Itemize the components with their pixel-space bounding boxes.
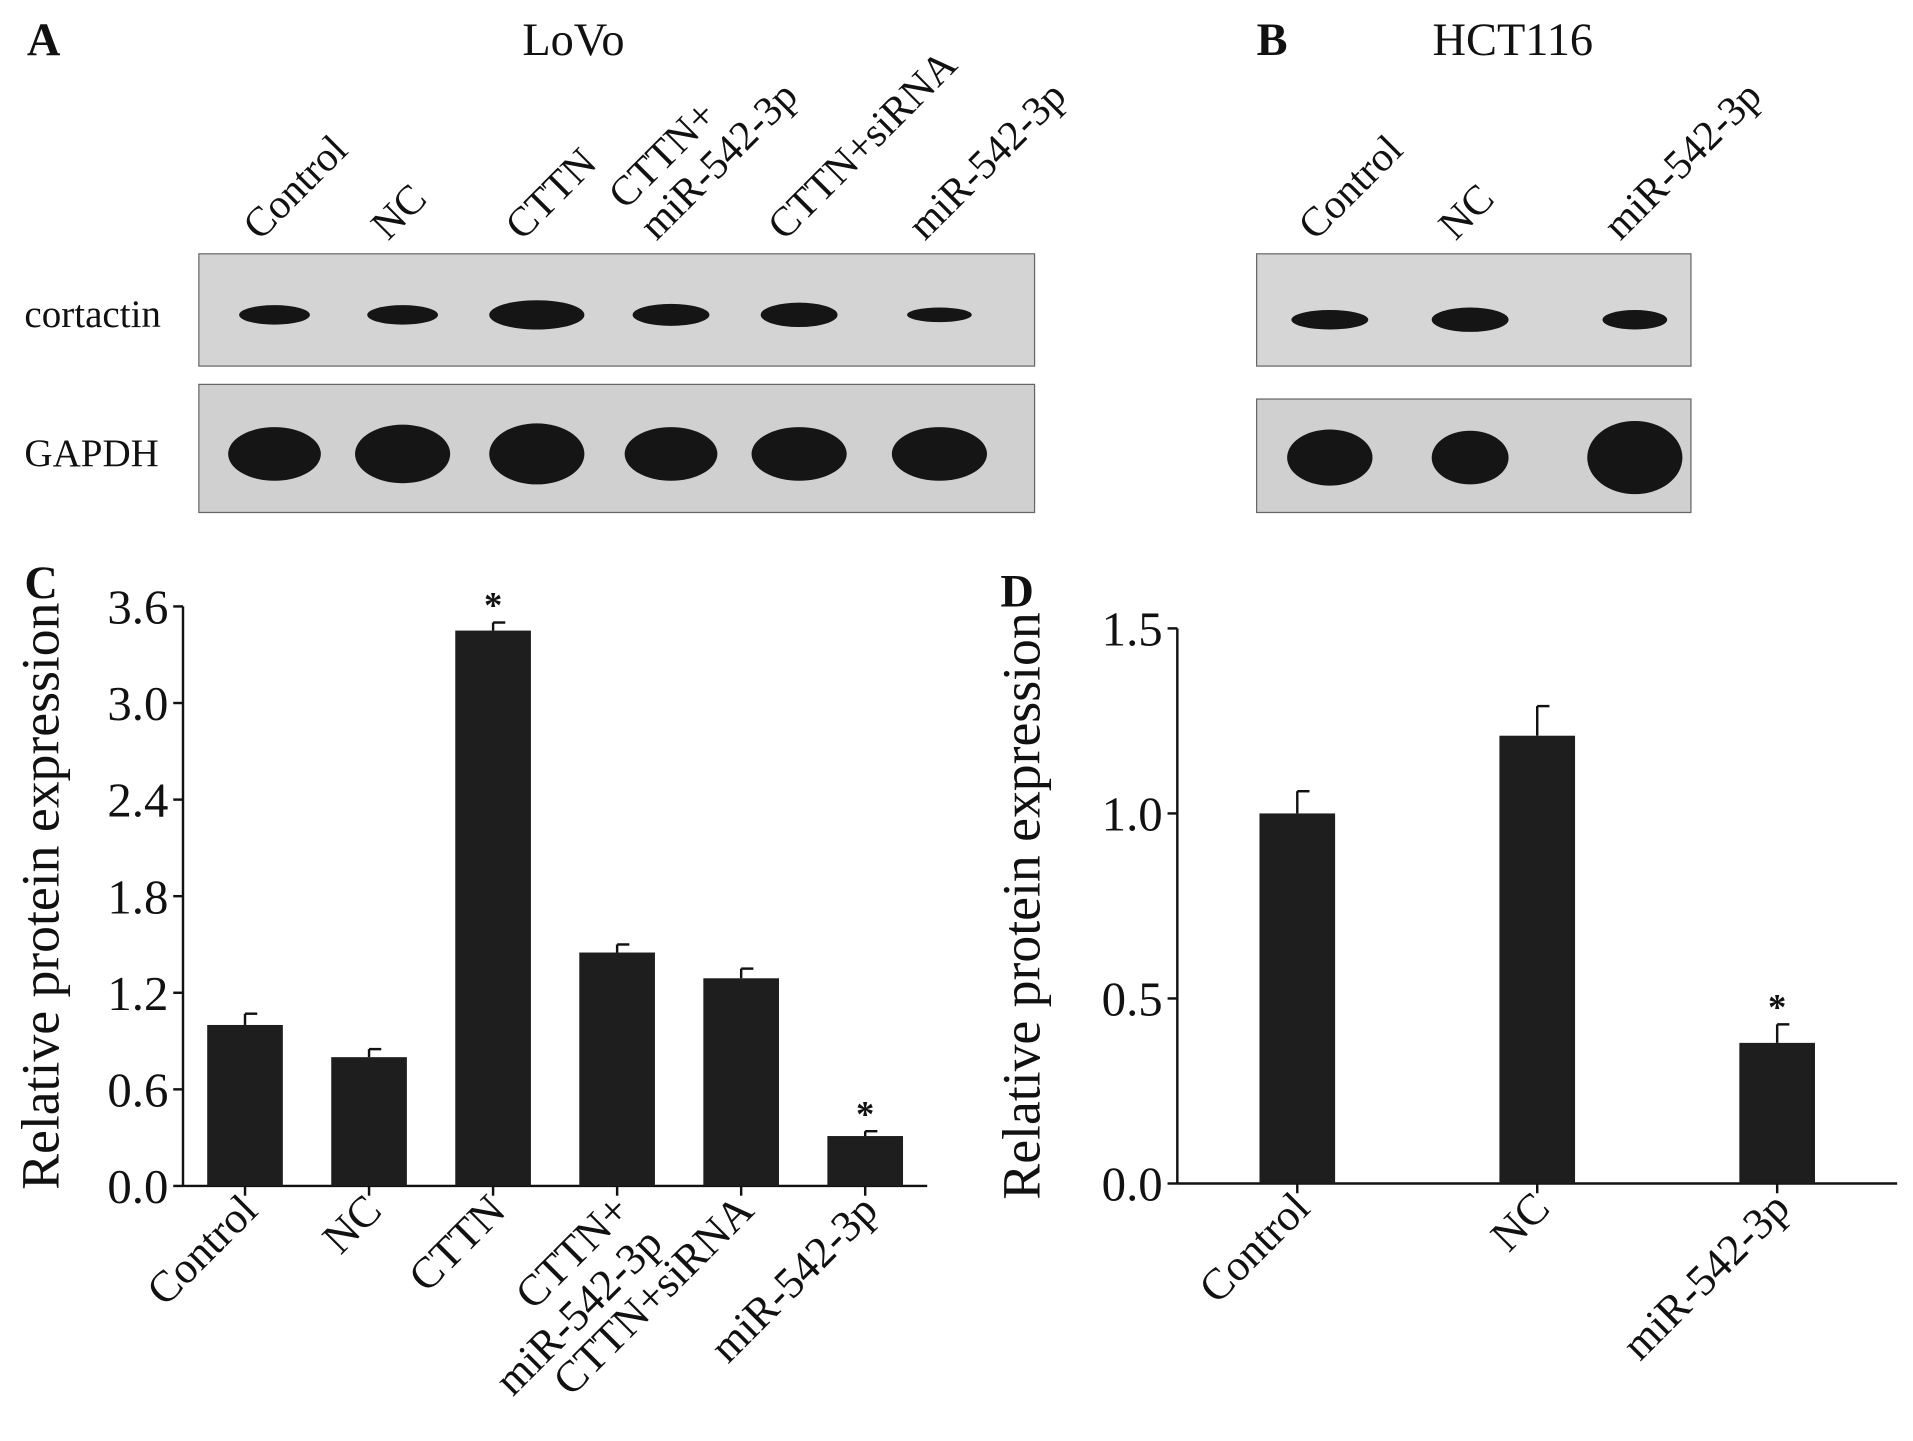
y-tick-label: 0.6 [107, 1063, 168, 1117]
bar [331, 1057, 407, 1186]
blot-title: LoVo [522, 15, 624, 66]
y-tick-label: 0.5 [1102, 973, 1163, 1027]
protein-band [355, 424, 451, 484]
y-axis-label: Relative protein expression [991, 612, 1051, 1199]
bar [1739, 1042, 1815, 1184]
y-tick-label: 3.6 [107, 581, 168, 635]
protein-band [228, 427, 321, 481]
blot-membrane [198, 253, 1036, 367]
blot-title: HCT116 [1433, 15, 1594, 66]
protein-band [1587, 420, 1683, 495]
panel-letter: D [1000, 566, 1033, 617]
row-label: cortactin [24, 293, 161, 336]
y-tick-label: 1.2 [107, 967, 168, 1021]
protein-band [751, 427, 847, 481]
panel-letter: B [1257, 15, 1288, 66]
y-tick-label: 1.8 [107, 870, 168, 924]
protein-band [1602, 309, 1668, 330]
protein-band [632, 303, 710, 326]
bar [1259, 813, 1336, 1184]
protein-band [1287, 429, 1373, 486]
protein-band [907, 307, 972, 323]
significance-mark: * [484, 585, 502, 626]
protein-band [760, 302, 838, 328]
panel-letter: C [24, 558, 57, 609]
protein-band [1291, 309, 1369, 330]
y-axis-label: Relative protein expression [11, 602, 71, 1189]
bar [455, 630, 531, 1186]
panel-letter: A [27, 15, 61, 66]
protein-band [239, 305, 310, 325]
bar [579, 952, 655, 1186]
y-tick-label: 1.5 [1102, 602, 1163, 656]
bar [703, 978, 779, 1186]
y-tick-label: 0.0 [107, 1160, 168, 1214]
row-label: GAPDH [24, 432, 158, 475]
bar [207, 1024, 283, 1186]
protein-band [891, 427, 988, 481]
protein-band [1431, 430, 1509, 485]
y-tick-label: 3.0 [107, 677, 168, 731]
protein-band [367, 305, 438, 325]
y-tick-label: 2.4 [107, 774, 168, 828]
significance-mark: * [1768, 986, 1786, 1027]
y-tick-label: 1.0 [1102, 788, 1163, 842]
protein-band [489, 300, 585, 330]
significance-mark: * [856, 1093, 874, 1134]
y-tick-label: 0.0 [1102, 1158, 1163, 1212]
protein-band [489, 423, 585, 485]
bar [1499, 735, 1576, 1184]
protein-band [624, 427, 718, 481]
protein-band [1431, 307, 1509, 332]
bar [827, 1136, 904, 1186]
